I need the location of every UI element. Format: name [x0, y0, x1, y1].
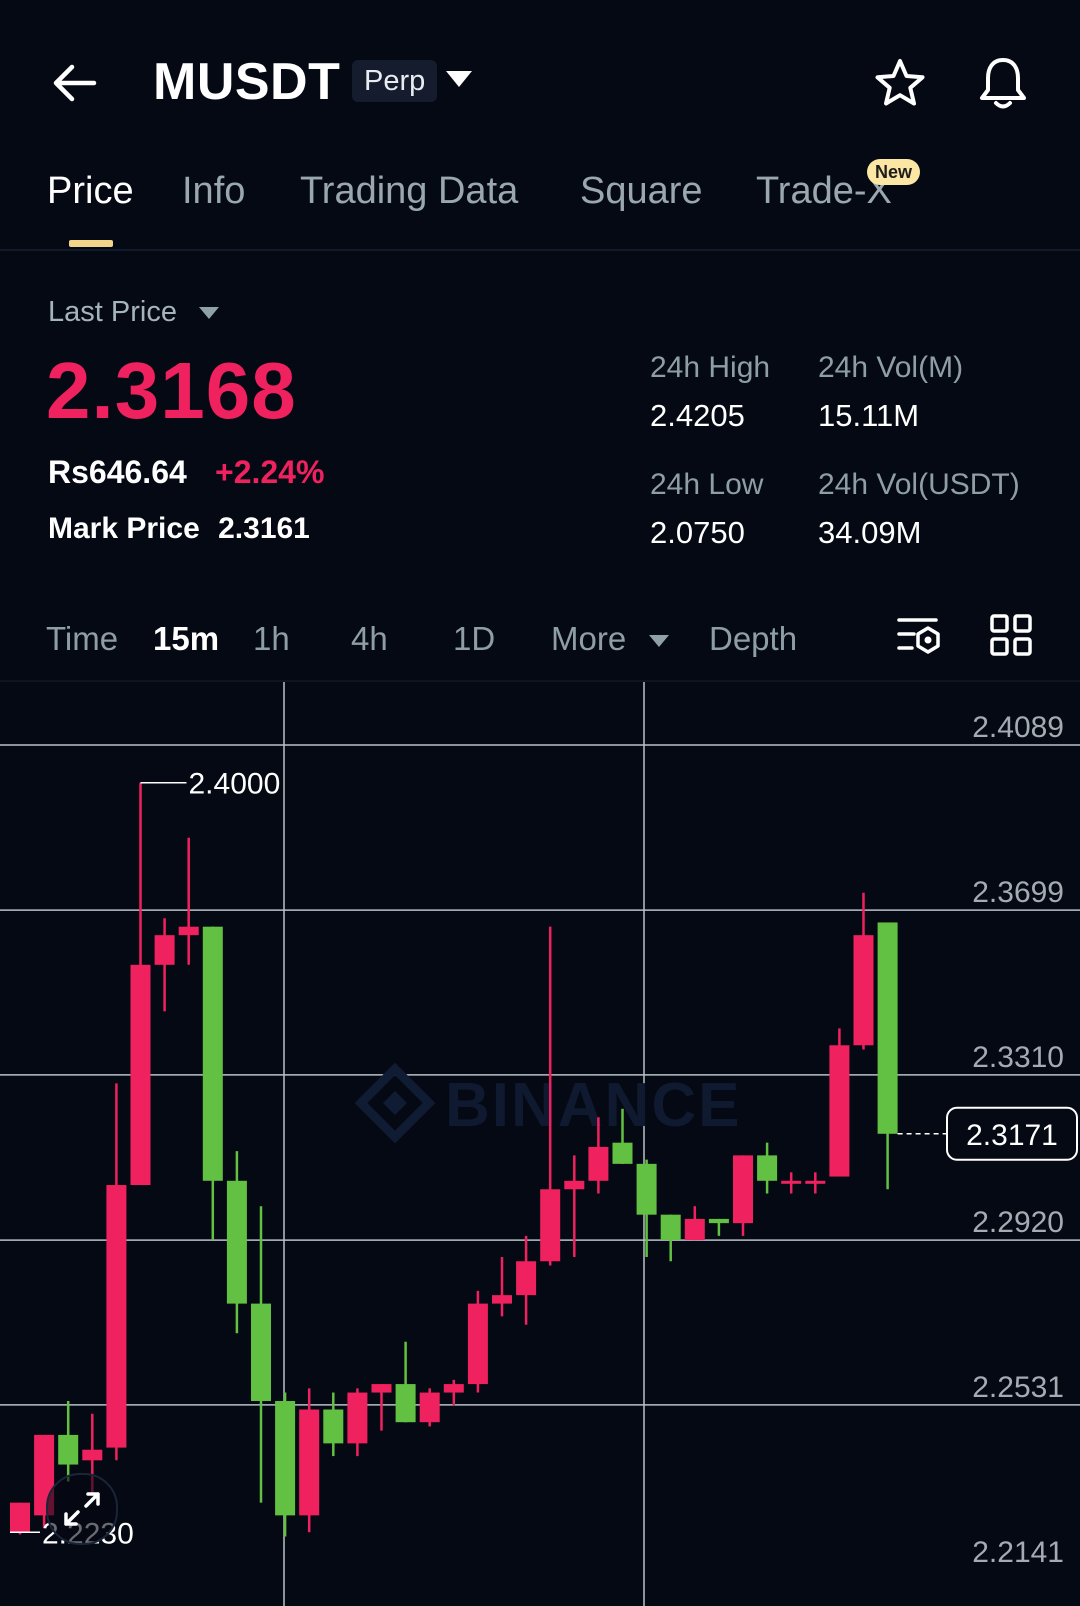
candle-body: [443, 1384, 464, 1393]
candle-body: [564, 1180, 585, 1190]
vol-m-label: 24h Vol(M): [818, 351, 964, 384]
symbol-title[interactable]: MUSDT: [153, 53, 341, 111]
candle-body: [660, 1214, 681, 1241]
candle-body: [757, 1155, 778, 1181]
candle-body: [684, 1218, 705, 1241]
star-icon[interactable]: [872, 56, 928, 112]
tabs-divider: [0, 249, 1080, 251]
tab-trading-data[interactable]: Trading Data: [300, 170, 519, 212]
candles: [10, 782, 898, 1537]
candle-body: [540, 1189, 561, 1262]
bell-icon[interactable]: [975, 54, 1031, 112]
mark-price-value: 2.3161: [218, 512, 310, 545]
candle-body: [419, 1392, 440, 1423]
watermark-text: BINANCE: [445, 1071, 741, 1140]
chart-grid: [0, 682, 1080, 1606]
candle-body: [588, 1146, 609, 1181]
y-tick-label: 2.3699: [972, 876, 1064, 909]
candle-body: [275, 1401, 296, 1516]
candle-body: [323, 1409, 344, 1444]
interval-more-label: More: [551, 620, 627, 657]
candle-body: [612, 1142, 633, 1164]
candle-body: [154, 935, 175, 965]
y-tick-label: 2.3310: [972, 1041, 1064, 1074]
low-value: 2.0750: [650, 515, 745, 550]
candle-body: [106, 1185, 127, 1448]
vol-m-value: 15.11M: [818, 398, 920, 433]
candle-body: [395, 1384, 416, 1423]
candle-body: [708, 1218, 729, 1224]
candle-body: [251, 1303, 271, 1402]
candle-body: [853, 935, 874, 1046]
current-price-tag: [946, 1106, 1078, 1161]
max-price-label: 2.4000: [189, 768, 281, 801]
mark-price: Mark Price 2.3161: [48, 512, 310, 546]
high-value: 2.4205: [650, 398, 745, 433]
candle-body: [805, 1180, 826, 1184]
vol-usdt-value: 34.09M: [818, 515, 922, 550]
interval-more[interactable]: More: [551, 620, 670, 658]
expand-chart-icon[interactable]: [46, 1473, 118, 1545]
interval-time[interactable]: Time: [46, 620, 119, 657]
y-tick-label: 2.4089: [972, 711, 1064, 744]
candle-body: [516, 1261, 537, 1296]
high-label: 24h High: [650, 351, 771, 384]
grid-layout-icon[interactable]: [990, 614, 1032, 656]
candle-body: [178, 926, 199, 936]
tab-square[interactable]: Square: [580, 170, 703, 212]
candle-body: [492, 1295, 512, 1304]
vol-usdt-label: 24h Vol(USDT): [818, 468, 1020, 501]
chart-settings-icon[interactable]: [896, 615, 942, 657]
current-price-value: 2.3171: [966, 1119, 1058, 1152]
watermark: BINANCE: [354, 1062, 741, 1144]
contract-type-badge: Perp: [352, 60, 438, 102]
candle-body: [829, 1045, 850, 1177]
candlestick-chart[interactable]: BINANCE 2.40892.36992.33102.29202.25312.…: [0, 682, 1080, 1606]
candle-body: [467, 1303, 488, 1385]
caret-down-icon: [649, 635, 670, 648]
candle-body: [130, 964, 151, 1186]
low-label: 24h Low: [650, 468, 764, 501]
last-price-label: Last Price: [48, 296, 177, 328]
arrow-left-icon[interactable]: [50, 58, 100, 108]
fiat-price: Rs646.64: [48, 454, 187, 490]
interval-1h[interactable]: 1h: [253, 620, 290, 657]
candle-body: [733, 1155, 753, 1224]
candle-body: [636, 1163, 657, 1215]
binance-logo-icon: [354, 1062, 436, 1144]
y-tick-label: 2.2531: [972, 1371, 1064, 1404]
candle-body: [371, 1384, 392, 1393]
y-tick-label: 2.2920: [972, 1206, 1064, 1239]
last-price-selector[interactable]: Last Price: [48, 296, 220, 329]
active-tab-indicator: [69, 240, 113, 247]
interval-15m[interactable]: 15m: [153, 620, 220, 657]
interval-4h[interactable]: 4h: [351, 620, 388, 657]
candle-body: [347, 1392, 368, 1444]
caret-down-icon: [199, 307, 220, 320]
candle-body: [781, 1180, 802, 1184]
mark-price-label: Mark Price: [48, 512, 200, 545]
candle-body: [202, 926, 223, 1181]
candle-body: [10, 1502, 30, 1533]
caret-down-icon[interactable]: [446, 71, 472, 87]
interval-1d[interactable]: 1D: [453, 620, 496, 657]
candle-body: [877, 922, 898, 1134]
candle-body: [226, 1180, 247, 1304]
candle-body: [299, 1409, 320, 1516]
candle-body: [82, 1449, 103, 1461]
candle-body: [58, 1434, 79, 1465]
y-tick-label: 2.2141: [972, 1536, 1064, 1569]
toolbar-divider: [0, 680, 1080, 682]
chart-labels: 2.4089 2.3699 2.3310 2.2920 2.2531 2.2141 2.40…: [10, 711, 1078, 1569]
new-badge: New: [867, 159, 921, 185]
last-price-value: 2.3168: [46, 346, 297, 435]
price-change-percent: +2.24%: [215, 454, 325, 490]
tab-price[interactable]: Price: [47, 170, 134, 212]
interval-depth[interactable]: Depth: [709, 620, 798, 657]
tab-info[interactable]: Info: [182, 170, 246, 212]
